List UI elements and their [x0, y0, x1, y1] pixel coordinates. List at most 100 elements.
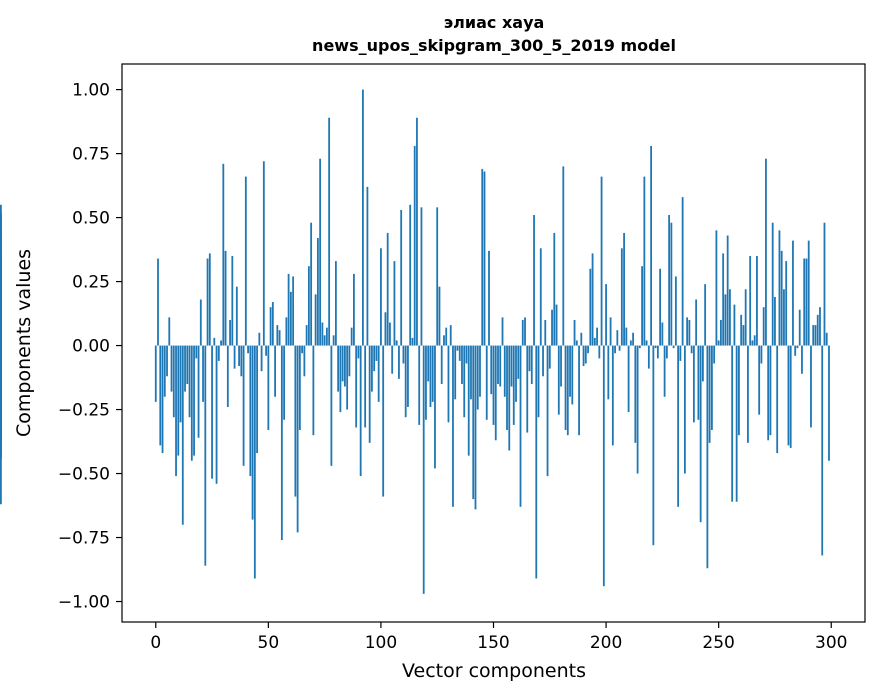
- x-tick-label: 50: [258, 633, 280, 653]
- bar: [229, 319, 231, 346]
- bar: [787, 345, 790, 446]
- bar: [262, 161, 265, 346]
- bar: [217, 345, 220, 361]
- bar: [528, 345, 531, 372]
- bar: [429, 345, 432, 407]
- bar: [783, 289, 785, 346]
- bar: [476, 345, 479, 410]
- bar: [717, 340, 720, 346]
- bar: [206, 258, 209, 346]
- bar: [434, 345, 436, 469]
- bar: [697, 345, 700, 420]
- bar: [287, 273, 290, 346]
- bar: [539, 248, 542, 346]
- bar: [280, 345, 283, 541]
- bar: [398, 345, 400, 379]
- bar: [503, 345, 506, 397]
- bar: [445, 327, 448, 346]
- bar: [350, 327, 353, 346]
- bar: [470, 345, 472, 400]
- bar: [753, 335, 756, 346]
- bar: [679, 345, 682, 361]
- bar: [208, 253, 211, 346]
- bar: [767, 345, 770, 441]
- bar: [519, 345, 522, 507]
- bar: [213, 337, 216, 346]
- bar: [515, 345, 517, 402]
- bar: [353, 273, 355, 346]
- bar: [690, 345, 693, 354]
- bar: [805, 258, 808, 346]
- bar: [740, 314, 743, 346]
- bar: [339, 345, 342, 413]
- bar: [479, 345, 481, 397]
- bar: [389, 322, 391, 346]
- bar: [319, 158, 322, 346]
- bar: [204, 345, 207, 566]
- bar: [553, 232, 556, 346]
- bar: [242, 345, 245, 466]
- bar: [407, 345, 409, 407]
- bar: [443, 335, 445, 346]
- bar: [816, 314, 819, 346]
- bar: [512, 345, 515, 425]
- bar: [157, 258, 159, 346]
- bar: [366, 186, 369, 346]
- bar: [650, 145, 653, 346]
- bar: [506, 345, 508, 431]
- bar: [181, 345, 184, 525]
- bar: [711, 345, 713, 431]
- bar: [542, 345, 544, 377]
- bar: [197, 345, 200, 438]
- bar: [328, 117, 331, 346]
- bar: [665, 345, 668, 359]
- bar: [828, 345, 830, 461]
- bar: [420, 207, 423, 346]
- bar: [607, 345, 610, 400]
- bar: [596, 327, 598, 346]
- bar: [609, 317, 612, 346]
- bar: [249, 345, 252, 477]
- bar: [760, 345, 763, 364]
- bar: [384, 312, 387, 346]
- bar: [807, 240, 810, 346]
- bar: [731, 345, 734, 502]
- bar: [418, 345, 421, 425]
- bar: [521, 319, 524, 346]
- bar: [422, 345, 425, 594]
- bar: [292, 276, 295, 346]
- bar: [508, 345, 511, 451]
- bar: [814, 325, 817, 346]
- chart-subtitle: news_upos_skipgram_300_5_2019 model: [312, 36, 676, 55]
- bar: [578, 345, 580, 436]
- bar: [395, 340, 398, 346]
- bar: [573, 319, 576, 346]
- bar: [323, 335, 326, 346]
- bar: [168, 317, 171, 346]
- bar: [307, 266, 310, 346]
- bar: [591, 253, 594, 346]
- bar: [812, 325, 815, 346]
- bar: [686, 317, 689, 346]
- bar: [375, 345, 378, 361]
- bar: [510, 345, 513, 387]
- bar: [600, 176, 603, 346]
- bar: [467, 345, 470, 456]
- bar: [373, 345, 376, 372]
- bar: [629, 340, 632, 346]
- bar: [704, 284, 707, 346]
- bar: [517, 345, 520, 379]
- bar: [582, 345, 585, 367]
- bar: [695, 299, 698, 346]
- bar: [240, 345, 243, 377]
- bar: [238, 345, 240, 367]
- bar: [154, 345, 157, 402]
- bar: [359, 345, 362, 477]
- bar: [481, 168, 484, 346]
- bar: [175, 345, 177, 477]
- bar: [713, 345, 716, 364]
- bar: [472, 345, 475, 500]
- bar: [560, 345, 562, 387]
- bar: [199, 299, 202, 346]
- bar: [224, 250, 227, 346]
